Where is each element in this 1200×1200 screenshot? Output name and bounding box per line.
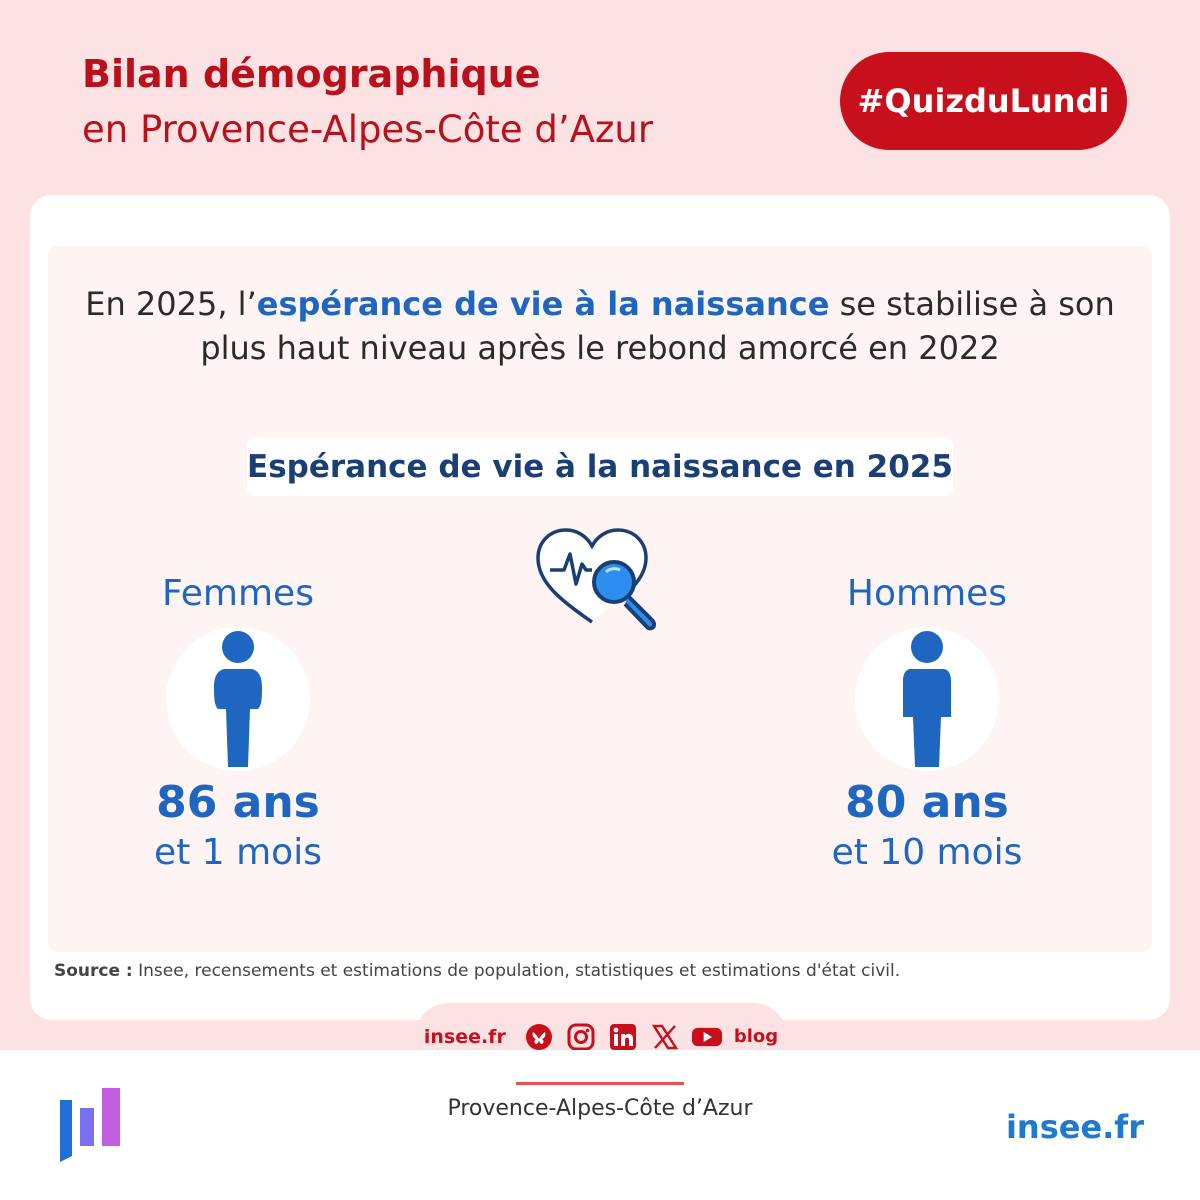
source-note: Source : Insee, recensements et estimati… [54, 961, 900, 981]
insee-logo-icon [58, 1086, 122, 1170]
women-value: 86 ans [156, 777, 320, 828]
men-value: 80 ans [845, 777, 1009, 828]
content-card: En 2025, l’espérance de vie à la naissan… [30, 195, 1170, 1020]
linkedin-icon[interactable] [608, 1022, 638, 1052]
x-icon[interactable] [650, 1022, 680, 1052]
bluesky-icon[interactable] [524, 1022, 554, 1052]
source-text: Insee, recensements et estimations de po… [132, 961, 901, 981]
men-label: Hommes [846, 573, 1008, 614]
source-label: Source : [54, 961, 133, 981]
footer-divider [516, 1082, 684, 1085]
intro-highlight: espérance de vie à la naissance [256, 285, 830, 323]
women-label: Femmes [162, 573, 314, 614]
men-detail: et 10 mois [831, 832, 1023, 873]
instagram-icon[interactable] [566, 1022, 596, 1052]
social-site-link[interactable]: insee.fr [423, 1025, 506, 1048]
page-title: Bilan démographique [82, 52, 541, 96]
women-column: Femmes 86 ans et 1 mois [78, 571, 398, 873]
heart-magnifier-icon [530, 524, 670, 644]
intro-part-1: En 2025, l’ [85, 285, 257, 323]
intro-text: En 2025, l’espérance de vie à la naissan… [48, 282, 1152, 370]
blog-link[interactable]: blog [733, 1026, 779, 1047]
intro-part-2: se stabilise à son plus haut niveau aprè… [200, 285, 1115, 367]
youtube-icon[interactable] [691, 1022, 722, 1052]
footer: Provence-Alpes-Côte d’Azur insee.fr [0, 1050, 1200, 1200]
men-column: Hommes 80 ans et 10 mois [767, 571, 1087, 873]
footer-region: Provence-Alpes-Côte d’Azur [447, 1096, 753, 1121]
woman-icon [166, 627, 310, 771]
women-detail: et 1 mois [154, 832, 322, 873]
quiz-badge: #QuizduLundi [840, 52, 1127, 150]
info-panel: En 2025, l’espérance de vie à la naissan… [48, 246, 1152, 952]
footer-brand-link[interactable]: insee.fr [1005, 1108, 1144, 1146]
section-title: Espérance de vie à la naissance en 2025 [247, 438, 953, 496]
man-icon [855, 627, 999, 771]
page-subtitle: en Provence-Alpes-Côte d’Azur [82, 108, 654, 151]
